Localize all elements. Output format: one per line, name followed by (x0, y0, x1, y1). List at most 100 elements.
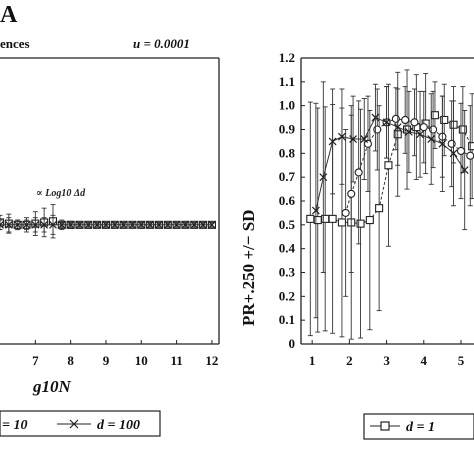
data-point (313, 216, 322, 225)
data-point (371, 113, 380, 122)
y-tick-label: 0.5 (279, 217, 296, 232)
x-tick-label: 10 (135, 353, 148, 368)
y-tick-label: 1.2 (279, 50, 295, 65)
y-tick-label: 0 (289, 336, 296, 351)
data-point (430, 111, 439, 120)
data-point (199, 220, 208, 229)
data-point (22, 220, 31, 229)
u-value-label: u = 0.0001 (133, 36, 190, 51)
x-tick-label: 8 (67, 353, 74, 368)
data-point (338, 132, 346, 141)
x-tick-label: 1 (309, 353, 316, 368)
delta-d-annotation: ∝ Log10 Δd (36, 188, 86, 199)
data-point (102, 220, 110, 229)
y-tick-label: 0.3 (279, 265, 296, 280)
left-x-ticks: 7 8 9 10 11 12 (32, 340, 218, 368)
data-point (337, 218, 346, 227)
data-point (429, 125, 438, 134)
data-point (393, 123, 402, 132)
data-point (391, 114, 400, 123)
data-point (447, 139, 456, 148)
data-point (208, 220, 216, 229)
panel-letter: A (0, 2, 18, 28)
data-point (0, 220, 4, 229)
data-point (190, 220, 199, 229)
legend-entry-d10: = 10 (2, 418, 27, 433)
data-point (75, 220, 84, 229)
data-point (468, 142, 474, 151)
data-point (456, 146, 466, 155)
series-group (306, 69, 474, 340)
data-point (13, 220, 22, 229)
data-point (349, 135, 358, 143)
right-series (306, 69, 474, 340)
data-point (321, 214, 330, 223)
data-point (31, 220, 40, 229)
data-point (4, 220, 13, 229)
data-point (363, 139, 373, 148)
data-point (382, 118, 391, 127)
data-point (181, 220, 190, 229)
right-x-ticks: 1 2 3 4 5 (309, 340, 465, 368)
data-point (440, 115, 449, 125)
x-tick-label: 3 (383, 353, 390, 368)
series-line (310, 114, 473, 225)
x-tick-label: 12 (205, 353, 218, 368)
data-point (449, 149, 458, 158)
y-tick-label: 1.1 (279, 74, 295, 89)
right-panel: PR+.250 +/− SD 0 0.1 0.2 0.3 0.4 0.5 0.6 0.7 0.8… (239, 50, 474, 368)
left-legend: = 10 d = 100 (0, 410, 161, 437)
y-tick-label: 1.0 (279, 98, 295, 113)
data-point (93, 220, 102, 229)
data-point (119, 220, 128, 229)
data-point (416, 130, 424, 139)
y-tick-label: 0.8 (279, 145, 296, 160)
x-tick-label: 4 (421, 353, 428, 368)
y-tick-label: 0.2 (279, 288, 295, 303)
right-y-axis-title: PR+.250 +/− SD (239, 210, 258, 326)
y-tick-label: 0.7 (279, 169, 296, 184)
data-point (155, 220, 163, 229)
x-tick-label: 11 (170, 353, 182, 368)
data-point (110, 220, 119, 229)
data-point (319, 173, 328, 182)
data-point (66, 220, 75, 229)
data-point (84, 220, 93, 229)
data-point (341, 208, 350, 217)
legend-entry-d1: d = 1 (406, 420, 435, 435)
data-point (146, 220, 155, 229)
data-point (328, 137, 337, 146)
y-tick-label: 0.1 (279, 312, 295, 327)
data-point (40, 220, 49, 229)
y-tick-label: 0.6 (279, 193, 296, 208)
data-point (311, 206, 320, 215)
left-x-axis-title: g10N (32, 377, 72, 396)
legend-square-marker-icon (380, 421, 390, 431)
data-point (375, 204, 384, 213)
series-group (311, 81, 469, 319)
data-point (410, 118, 419, 127)
data-point (354, 168, 363, 177)
x-tick-label: 2 (346, 353, 353, 368)
left-panel-title-fragment: ences (0, 36, 30, 51)
left-panel: ences u = 0.0001 ∝ Log10 Δd g10N 7 8 9 10 11… (0, 36, 220, 396)
right-legend: d = 1 (363, 413, 474, 440)
data-point (384, 161, 393, 170)
data-point (419, 123, 428, 132)
data-point (347, 189, 356, 198)
right-y-ticks: 0 0.1 0.2 0.3 0.4 0.5 0.6 0.7 0.8 0.9 1.0 1.1 1.2 (279, 50, 305, 351)
data-point (365, 216, 374, 225)
data-point (306, 214, 315, 223)
data-point (458, 125, 467, 134)
data-point (360, 135, 369, 143)
data-point (328, 214, 337, 223)
data-point (373, 125, 382, 134)
data-point (57, 220, 66, 229)
series-group (341, 86, 474, 297)
x-tick-label: 5 (458, 353, 465, 368)
data-point (404, 127, 413, 136)
data-point (427, 135, 436, 143)
data-point (356, 219, 365, 228)
data-point (438, 139, 447, 148)
